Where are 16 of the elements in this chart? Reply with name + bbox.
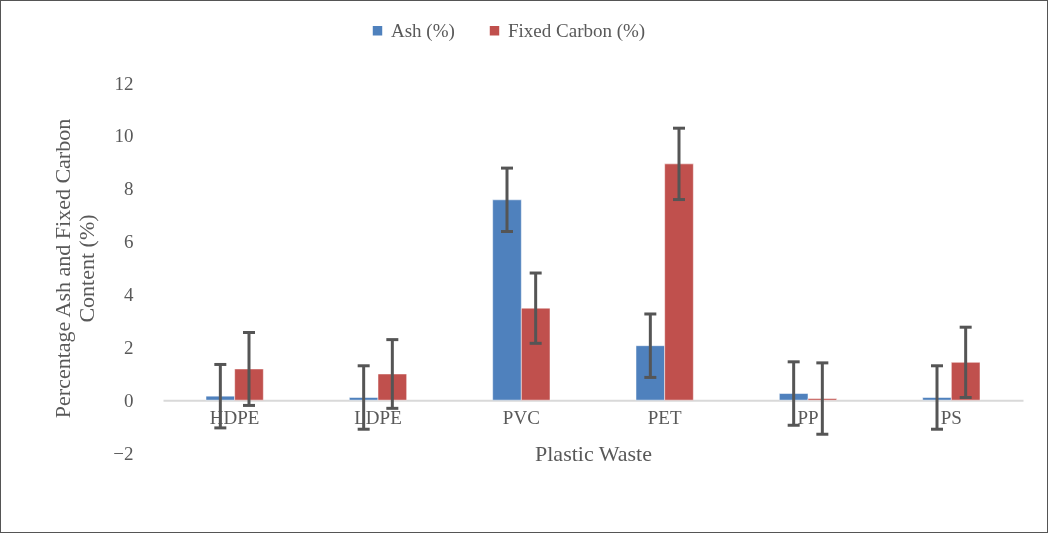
- y-tick-label: 8: [124, 178, 134, 200]
- y-tick-label: 2: [124, 336, 134, 358]
- y-tick-label: 0: [124, 389, 134, 411]
- legend-label: Fixed Carbon (%): [508, 19, 646, 42]
- x-tick-label: PP: [797, 406, 819, 428]
- y-tick-label: 12: [114, 72, 134, 94]
- y-tick-label: −2: [113, 442, 134, 464]
- x-tick-label: PET: [647, 406, 682, 428]
- y-axis-title: Percentage Ash and Fixed Carbon Content (%): [50, 118, 100, 419]
- y-tick-label: 6: [124, 231, 134, 253]
- x-tick-label: PVC: [502, 406, 540, 428]
- y-tick-label: 4: [124, 283, 134, 305]
- x-tick-label: PS: [940, 406, 962, 428]
- legend-label: Ash (%): [391, 19, 455, 42]
- y-tick-label: 10: [114, 125, 134, 147]
- x-axis-title: Plastic Waste: [535, 440, 652, 466]
